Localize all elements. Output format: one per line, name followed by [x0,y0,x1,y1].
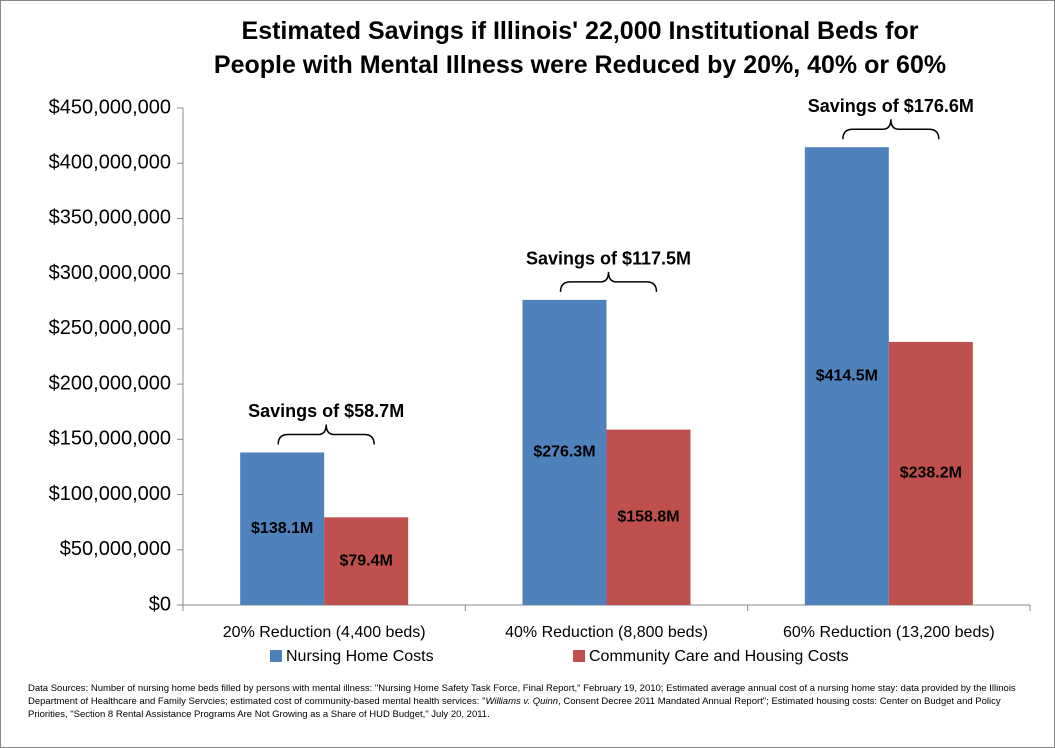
legend-label: Community Care and Housing Costs [589,648,849,665]
x-tick-label: 60% Reduction (13,200 beds) [783,624,995,641]
y-tick-label: $400,000,000 [49,152,171,174]
bar [888,341,973,605]
source-text: , Consent Decree 2011 Mandated Annual Re… [28,696,1001,720]
chart-title: Estimated Savings if Illinois' 22,000 In… [213,17,947,79]
source-note: Data Sources: Number of nursing home bed… [28,682,1038,721]
brace [842,119,940,140]
bar [522,299,607,605]
y-tick-label: $350,000,000 [49,207,171,229]
legend-label: Nursing Home Costs [286,648,434,665]
bar [804,147,889,606]
y-tick-label: $450,000,000 [49,96,171,118]
bar [324,517,409,605]
x-tick-label: 40% Reduction (8,800 beds) [505,624,708,641]
bar [606,429,691,605]
bar [240,452,325,605]
y-tick-label: $50,000,000 [60,538,171,560]
y-tick-label: $0 [149,593,171,615]
annotation: Savings of $176.6M [808,96,974,116]
value-label: $138.1M [251,520,313,537]
y-tick-label: $300,000,000 [49,262,171,284]
brace [559,271,658,292]
legend-swatch [270,650,282,662]
annotation: Savings of $58.7M [248,401,404,421]
annotation: Savings of $117.5M [526,249,691,269]
source-text: Data Sources: Number of nursing home bed… [28,683,1016,707]
brace [277,424,375,445]
y-tick-label: $250,000,000 [49,317,171,339]
x-tick-label: 20% Reduction (4,400 beds) [223,624,426,641]
value-label: $414.5M [816,367,878,384]
value-label: $158.8M [617,509,679,526]
source-text-italic: Williams v. Quinn [485,696,559,707]
value-label: $276.3M [533,444,595,461]
y-tick-label: $100,000,000 [49,483,171,505]
legend-swatch [573,650,585,662]
y-tick-label: $150,000,000 [49,428,171,450]
y-tick-label: $200,000,000 [49,372,171,394]
value-label: $238.2M [900,465,962,482]
value-label: $79.4M [339,552,392,569]
